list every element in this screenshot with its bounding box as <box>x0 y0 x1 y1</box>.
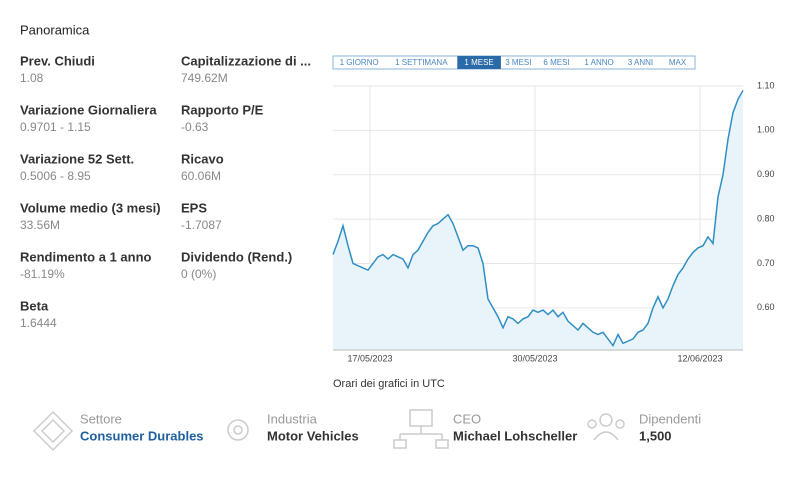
profile-label: Settore <box>80 411 122 426</box>
range-button[interactable]: 1 SETTIMANA <box>395 58 448 67</box>
profile-value[interactable]: Consumer Durables <box>80 428 204 443</box>
range-button[interactable]: 1 ANNO <box>584 58 613 67</box>
profile-label: Industria <box>267 411 318 426</box>
x-tick-label: 30/05/2023 <box>512 353 557 363</box>
stat-label: EPS <box>181 200 207 215</box>
y-tick-label: 0.90 <box>757 169 775 179</box>
stat-value: 1.6444 <box>20 316 57 330</box>
range-button[interactable]: MAX <box>669 58 687 67</box>
y-tick-label: 1.00 <box>757 125 775 135</box>
price-line <box>332 90 744 348</box>
range-button[interactable]: 3 ANNI <box>628 58 653 67</box>
profile-value: Michael Lohscheller <box>453 428 577 443</box>
stat-label: Rendimento a 1 anno <box>20 249 152 264</box>
profile-label: Dipendenti <box>639 411 701 426</box>
y-tick-label: 0.70 <box>757 258 775 268</box>
title: Panoramica <box>20 22 90 37</box>
stat-label: Dividendo (Rend.) <box>181 249 292 264</box>
profile-value: 1,500 <box>639 428 672 443</box>
stat-label: Rapporto P/E <box>181 102 264 117</box>
stat-value: 749.62M <box>181 71 228 85</box>
x-tick-label: 12/06/2023 <box>677 353 722 363</box>
x-tick-label: 17/05/2023 <box>347 353 392 363</box>
stat-label: Ricavo <box>181 151 224 166</box>
profile-value: Motor Vehicles <box>267 428 359 443</box>
range-button[interactable]: 1 MESE <box>464 58 493 67</box>
stat-value: -1.7087 <box>181 218 222 232</box>
range-active <box>457 56 501 69</box>
chart-note: Orari dei grafici in UTC <box>333 378 445 390</box>
stat-value: 0.5006 - 8.95 <box>20 169 91 183</box>
stat-value: 0.9701 - 1.15 <box>20 120 91 134</box>
icons <box>32 409 625 452</box>
range-bar <box>332 55 696 70</box>
stat-label: Volume medio (3 mesi) <box>20 200 161 215</box>
stat-value: 1.08 <box>20 71 44 85</box>
range-button[interactable]: 6 MESI <box>543 58 569 67</box>
stat-value: 60.06M <box>181 169 221 183</box>
stat-value: 0 (0%) <box>181 267 216 281</box>
y-tick-label: 0.60 <box>757 302 775 312</box>
stat-value: -0.63 <box>181 120 209 134</box>
stat-label: Capitalizzazione di ... <box>181 53 311 68</box>
y-tick-label: 1.10 <box>757 80 775 90</box>
stat-label: Variazione Giornaliera <box>20 102 157 117</box>
stat-label: Prev. Chiudi <box>20 53 95 68</box>
stat-label: Variazione 52 Sett. <box>20 151 134 166</box>
range-button[interactable]: 1 GIORNO <box>340 58 379 67</box>
range-button[interactable]: 3 MESI <box>505 58 531 67</box>
stat-value: 33.56M <box>20 218 60 232</box>
area-fill <box>333 90 743 350</box>
profile-label: CEO <box>453 411 481 426</box>
stat-value: -81.19% <box>20 267 65 281</box>
y-tick-label: 0.80 <box>757 213 775 223</box>
stat-label: Beta <box>20 298 49 313</box>
